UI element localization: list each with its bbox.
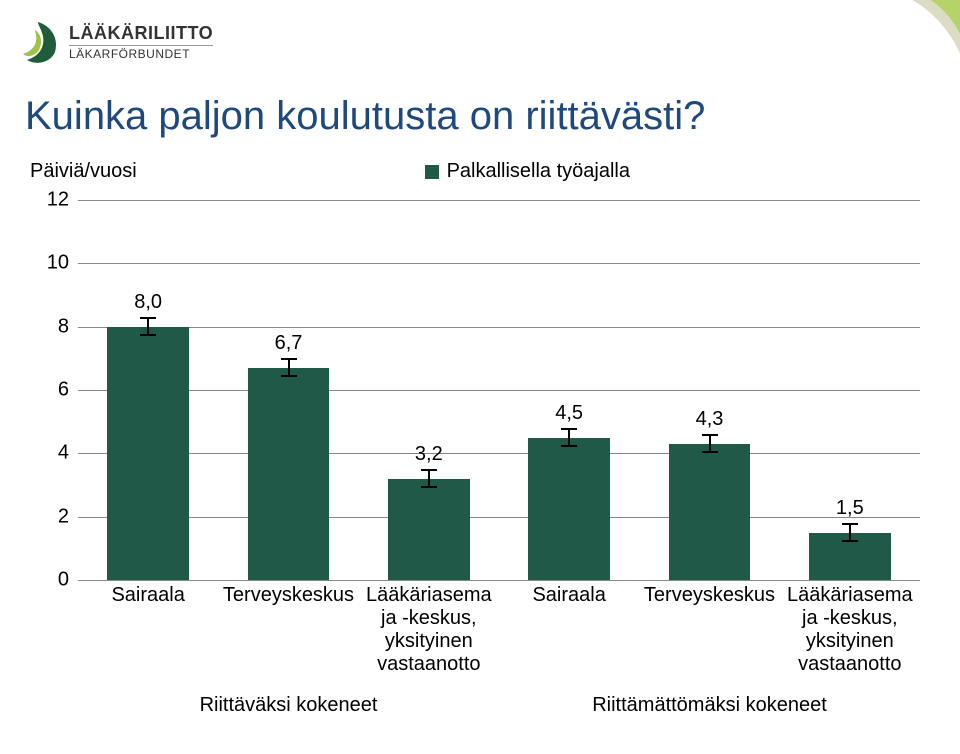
x-tick-label: Lääkäriasemaja -keskus,yksityinenvastaan…	[359, 584, 499, 676]
error-bar-icon	[709, 434, 711, 453]
bar-value-label: 4,3	[696, 408, 724, 431]
legend-swatch-icon	[425, 165, 439, 179]
plot-area: 024681012 8,06,73,24,54,31,5	[78, 200, 920, 580]
gridline	[78, 580, 920, 581]
error-bar-icon	[568, 428, 570, 447]
page-title: Kuinka paljon koulutusta on riittävästi?	[25, 94, 705, 139]
x-group-label: Riittäväksi kokeneet	[78, 694, 499, 717]
bar-value-label: 6,7	[275, 332, 303, 355]
gridline	[78, 327, 920, 328]
bar	[669, 444, 750, 580]
logo-line2: LÄKARFÖRBUNDET	[69, 45, 213, 61]
error-bar-icon	[147, 317, 149, 336]
x-tick-label: Terveyskeskus	[218, 584, 358, 607]
y-tick-label: 2	[58, 505, 69, 528]
bar-value-label: 1,5	[836, 497, 864, 520]
logo-text: LÄÄKÄRILIITTO LÄKARFÖRBUNDET	[69, 24, 213, 60]
gridline	[78, 453, 920, 454]
bar	[528, 438, 609, 581]
bar	[107, 327, 188, 580]
logo-mark-icon	[15, 20, 61, 66]
y-tick-label: 6	[58, 379, 69, 402]
x-tick-label: Sairaala	[78, 584, 218, 607]
bar	[388, 479, 469, 580]
x-ticks: SairaalaTerveyskeskusLääkäriasemaja -kes…	[78, 584, 920, 684]
bar-value-label: 8,0	[134, 291, 162, 314]
x-tick-label: Terveyskeskus	[639, 584, 779, 607]
x-tick-label: Lääkäriasemaja -keskus,yksityinenvastaan…	[780, 584, 920, 676]
x-tick-label: Sairaala	[499, 584, 639, 607]
error-bar-icon	[288, 358, 290, 377]
bar	[248, 368, 329, 580]
y-tick-label: 4	[58, 442, 69, 465]
y-tick-label: 0	[58, 569, 69, 592]
y-tick-label: 10	[47, 252, 69, 275]
error-bar-icon	[428, 469, 430, 488]
corner-swoosh-icon	[850, 0, 960, 110]
bar-value-label: 4,5	[555, 402, 583, 425]
gridline	[78, 517, 920, 518]
chart: Päiviä/vuosi Palkallisella työajalla 0 2 4…	[30, 160, 930, 730]
legend: Palkallisella työajalla	[425, 160, 630, 183]
y-axis-title: Päiviä/vuosi	[30, 160, 137, 183]
brand-logo: LÄÄKÄRILIITTO LÄKARFÖRBUNDET	[15, 20, 213, 66]
gridline	[78, 200, 920, 201]
x-group-label: Riittämättömäksi kokeneet	[499, 694, 920, 717]
logo-line1: LÄÄKÄRILIITTO	[69, 24, 213, 43]
gridline	[78, 390, 920, 391]
bar-value-label: 3,2	[415, 443, 443, 466]
error-bar-icon	[849, 523, 851, 542]
x-groups: Riittäväksi kokeneetRiittämättömäksi kok…	[78, 694, 920, 724]
gridline	[78, 263, 920, 264]
legend-label: Palkallisella työajalla	[447, 160, 630, 183]
y-tick-label: 8	[58, 315, 69, 338]
y-tick-label: 12	[47, 189, 69, 212]
